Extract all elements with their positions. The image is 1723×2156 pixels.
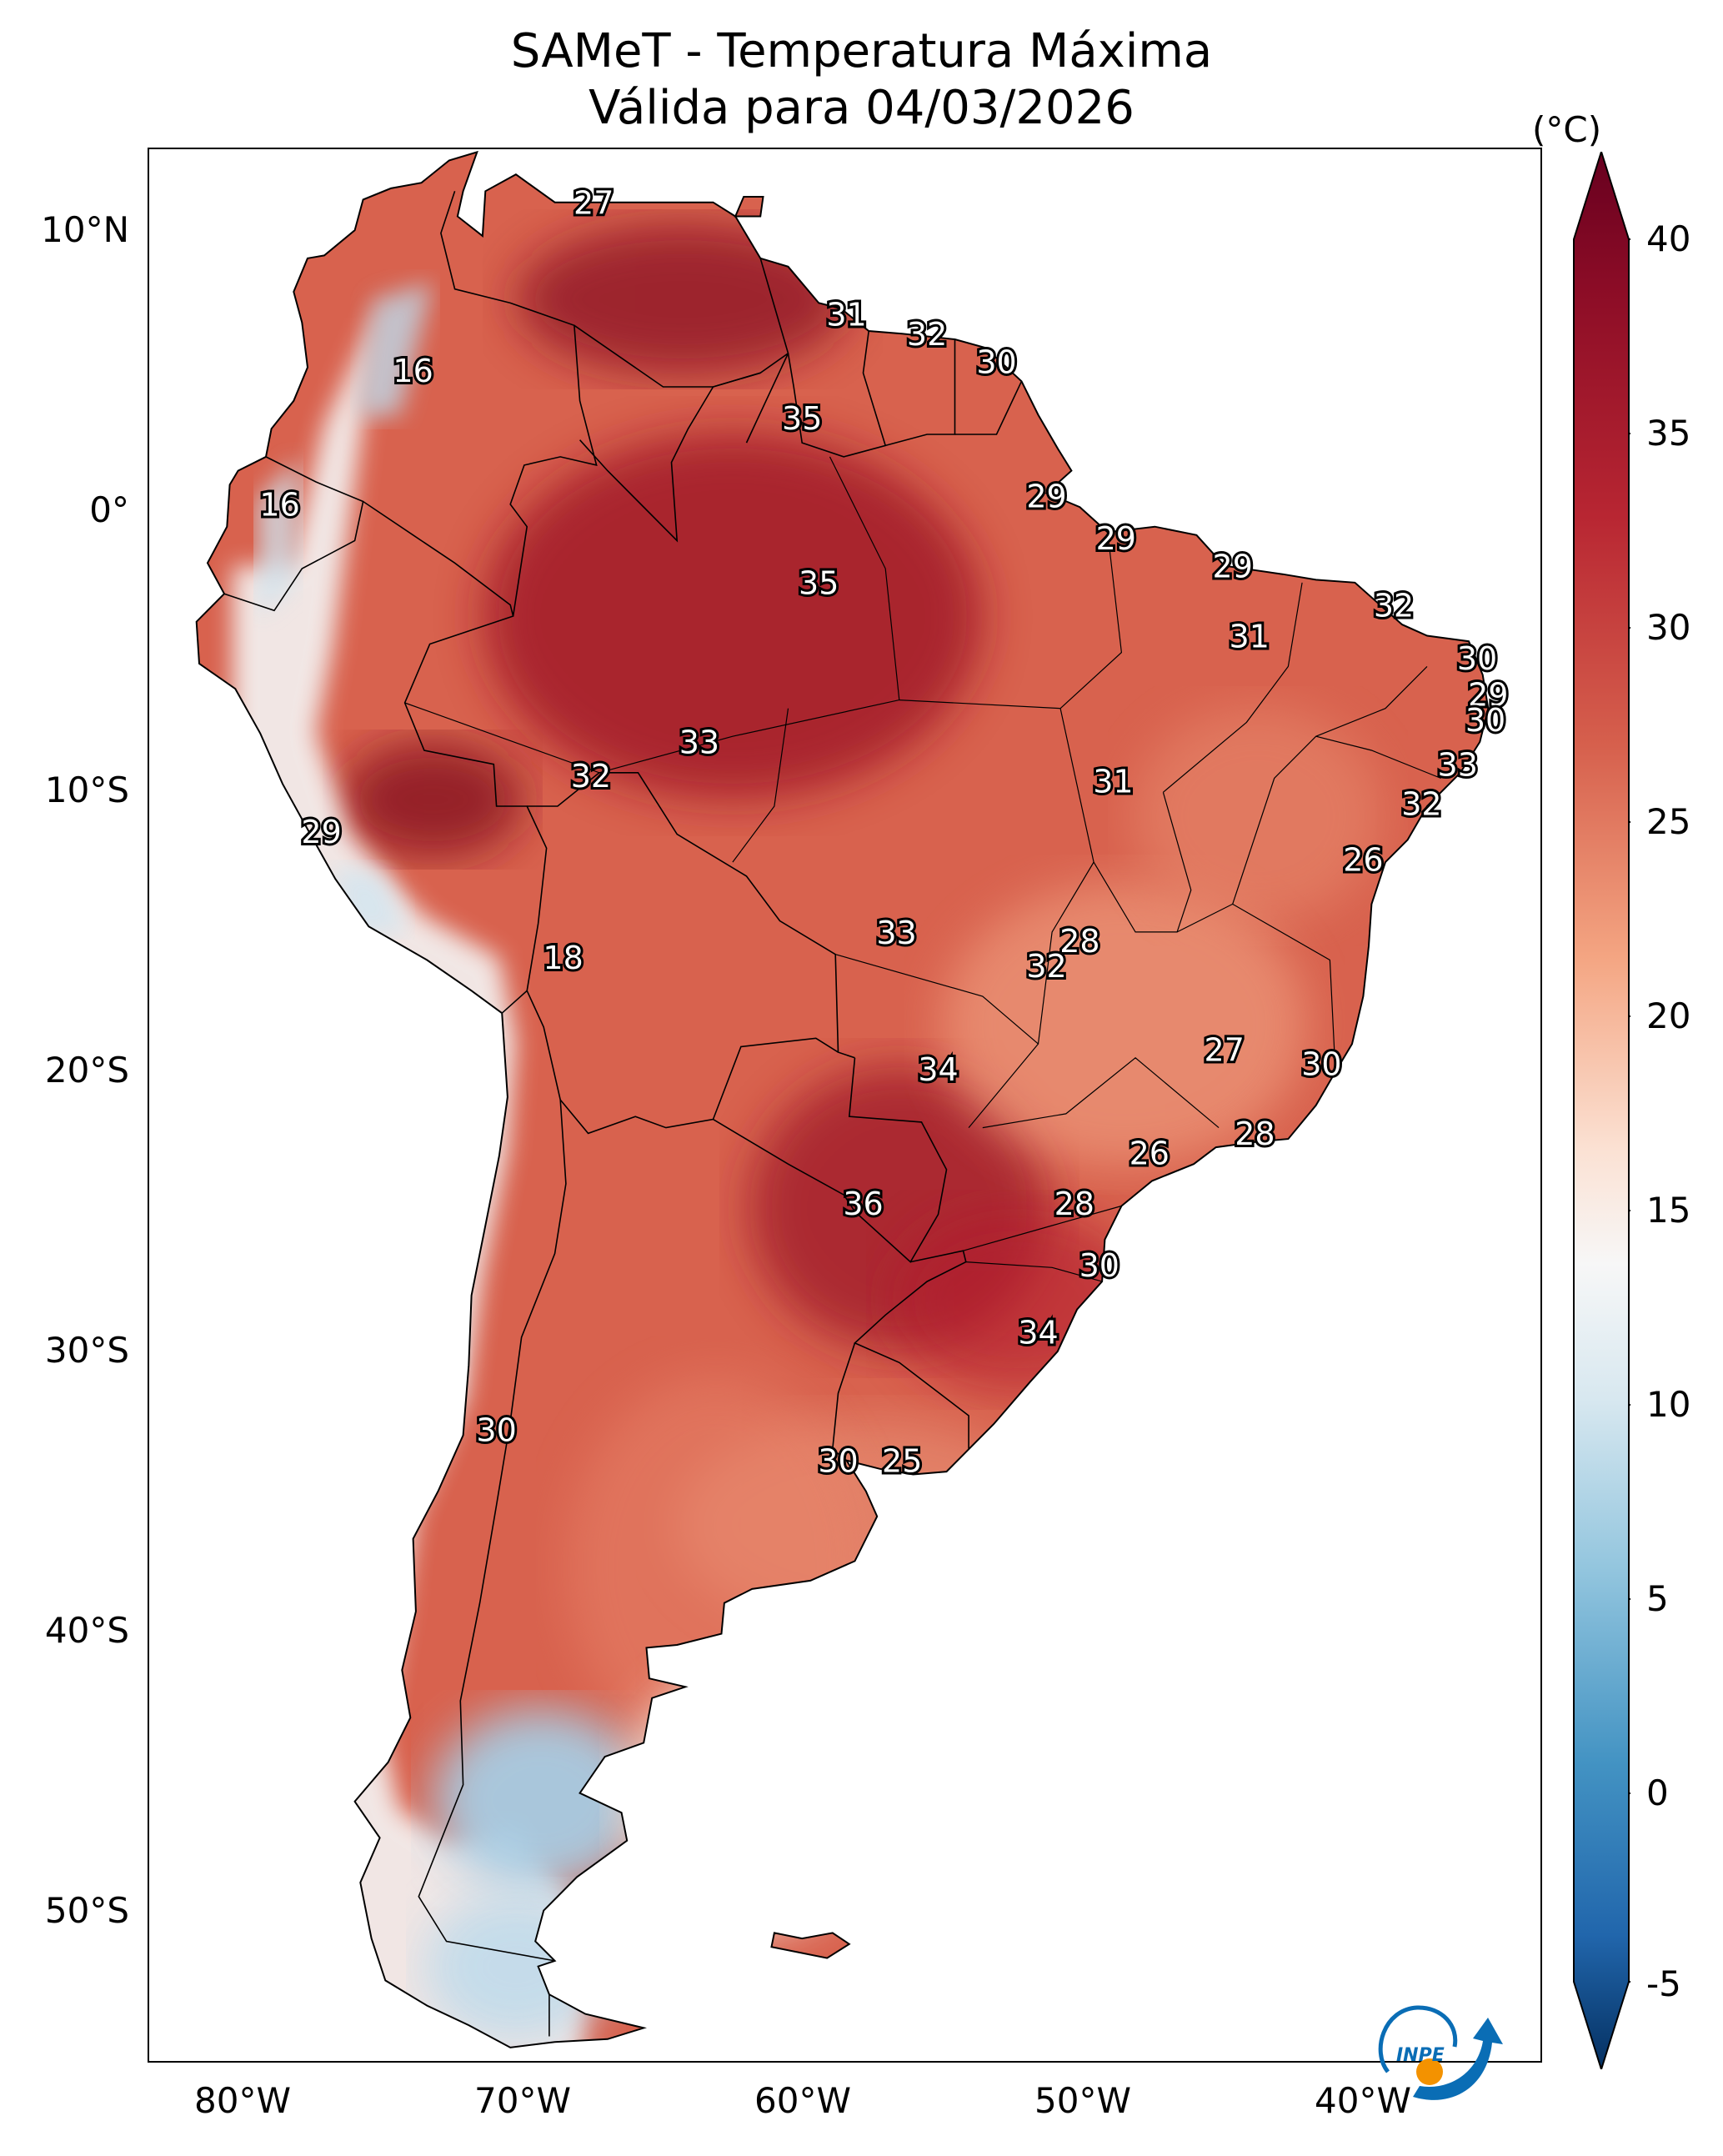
temperature-label: 36: [843, 1186, 883, 1222]
temperature-label: 29: [1468, 677, 1508, 714]
temperature-label: 32: [907, 316, 947, 353]
temperature-label: 32: [571, 758, 611, 795]
border-line: [787, 330, 887, 458]
temperature-label: 30: [476, 1412, 516, 1449]
temperature-label: 25: [882, 1443, 922, 1480]
temperature-label: 28: [1054, 1186, 1094, 1222]
temperature-label: 30: [1301, 1045, 1341, 1082]
temperature-label: 30: [1465, 702, 1505, 739]
temperature-label: 32: [1374, 587, 1414, 624]
state-border-line: [1315, 665, 1428, 737]
temperature-label: 30: [818, 1443, 858, 1480]
temperature-label: 31: [826, 297, 866, 333]
temperature-label: 29: [301, 814, 341, 850]
border-line: [526, 990, 839, 1135]
state-border-line: [1163, 582, 1303, 793]
lon-label-80w: 80°W: [194, 2080, 291, 2121]
temperature-label: 35: [782, 400, 822, 437]
temperature-label: 32: [1401, 786, 1441, 823]
state-border-line: [835, 954, 1039, 1128]
map-title: SAMeT - Temperatura Máxima: [510, 24, 1213, 78]
temperature-label: 34: [1018, 1314, 1058, 1351]
temperature-label: 34: [918, 1051, 958, 1088]
state-border-line: [404, 699, 1061, 774]
state-border-line: [829, 456, 900, 700]
map-subtitle: Válida para 04/03/2026: [589, 81, 1134, 135]
temperature-label: 29: [1096, 520, 1136, 557]
inpe-logo-text: INPE: [1396, 2045, 1445, 2066]
lat-label-50s: 50°S: [44, 1890, 129, 1931]
lat-label-40s: 40°S: [44, 1610, 129, 1651]
temperature-label: 29: [1213, 549, 1253, 585]
lon-label-60w: 60°W: [754, 2080, 851, 2121]
temperature-label: 30: [1079, 1247, 1119, 1284]
colorbar-unit: (°C): [1532, 109, 1602, 150]
border-line: [579, 372, 761, 543]
colorbar-tick-10: 10: [1646, 1384, 1691, 1425]
temperature-label: 30: [976, 344, 1016, 381]
temperature-label: 26: [1129, 1136, 1170, 1172]
colorbar-tick-25: 25: [1646, 801, 1691, 842]
temperature-label: 29: [1026, 479, 1066, 515]
border-line: [418, 1100, 567, 1962]
lat-label-20s: 20°S: [44, 1050, 129, 1091]
temperature-label: 16: [259, 487, 299, 524]
temperature-label: 28: [1059, 923, 1099, 960]
colorbar-tick-5: 5: [1646, 1578, 1669, 1619]
lon-label-50w: 50°W: [1034, 2080, 1131, 2121]
state-border-line: [963, 1205, 1122, 1251]
state-border-line: [1176, 903, 1336, 1072]
temperature-label: 28: [1235, 1116, 1275, 1152]
map-frame: 27 31 32 30 16 35 29 16 29 35 29 32 31 30 29 30 33 32 33 31…: [148, 148, 1542, 2063]
state-border-line: [982, 1057, 1220, 1129]
border-line: [831, 1342, 856, 1462]
temperature-label: 33: [1438, 747, 1478, 784]
border-line: [223, 456, 364, 612]
temperature-label: 35: [799, 565, 839, 602]
border-line: [527, 772, 855, 1059]
border-line: [954, 380, 1023, 435]
country-borders: [223, 191, 1441, 2037]
lon-label-70w: 70°W: [474, 2080, 571, 2121]
colorbar-tick-20: 20: [1646, 995, 1691, 1036]
lat-label-0: 0°: [89, 489, 129, 530]
border-line: [363, 500, 548, 1014]
colorbar: [1572, 148, 1637, 2073]
state-border-line: [1059, 532, 1123, 709]
state-border-line: [1037, 708, 1094, 1045]
temperature-label: 27: [1205, 1032, 1245, 1069]
colorbar-tick-15: 15: [1646, 1190, 1691, 1231]
temperature-label: 18: [543, 940, 583, 976]
state-border-line: [965, 1261, 1103, 1282]
coastline: [195, 150, 1490, 2048]
colorbar-tick-minus5: -5: [1646, 1963, 1681, 2004]
lat-label-30s: 30°S: [44, 1330, 129, 1371]
temperature-label: 31: [1230, 618, 1270, 654]
border-line: [713, 1057, 948, 1263]
colorbar-tick-0: 0: [1646, 1772, 1669, 1813]
temperature-label: 16: [393, 353, 433, 389]
lat-label-10n: 10°N: [41, 209, 129, 250]
colorbar-tick-35: 35: [1646, 413, 1691, 454]
colorbar-tick-30: 30: [1646, 607, 1691, 648]
border-line: [854, 1250, 969, 1450]
temperature-label: 33: [679, 725, 719, 761]
state-border-line: [732, 708, 789, 863]
temperature-label: 32: [1026, 948, 1066, 985]
temperature-label: 31: [1093, 764, 1133, 800]
colorbar-tick-40: 40: [1646, 218, 1691, 259]
temperature-label: 27: [573, 185, 614, 222]
lat-label-10s: 10°S: [44, 770, 129, 810]
border-line: [440, 191, 598, 617]
inpe-logo: INPE: [1363, 1993, 1509, 2109]
temperature-label: 30: [1457, 640, 1497, 677]
temperature-label: 26: [1343, 842, 1383, 879]
border-line: [745, 353, 789, 444]
lon-label-40w: 40°W: [1315, 2080, 1411, 2121]
temperature-label: 33: [876, 915, 916, 951]
